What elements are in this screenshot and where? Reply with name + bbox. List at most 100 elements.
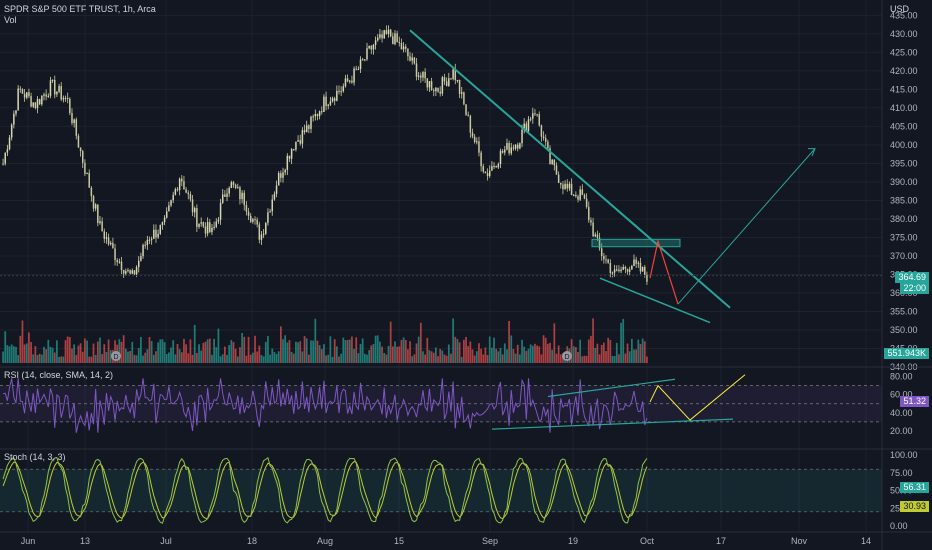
candle-body xyxy=(628,269,631,272)
volume-bar xyxy=(422,351,424,363)
volume-bar xyxy=(279,326,282,363)
volume-bar xyxy=(146,349,149,363)
candle-body xyxy=(519,143,521,149)
volume-bar xyxy=(387,346,390,363)
candle-body xyxy=(637,262,640,264)
volume-bar xyxy=(21,320,24,363)
candle-body xyxy=(277,173,280,186)
volume-bar xyxy=(637,339,640,363)
candle-body xyxy=(213,226,215,228)
volume-bar xyxy=(583,355,586,363)
price-tick-label: 430.00 xyxy=(890,29,918,39)
candle-body xyxy=(97,204,99,224)
volume-bar xyxy=(592,318,594,363)
volume-bar xyxy=(544,337,547,363)
volume-bar xyxy=(430,351,433,363)
candle-body xyxy=(620,269,622,272)
volume-bar xyxy=(103,344,106,363)
volume-bar xyxy=(230,340,233,363)
volume-bar xyxy=(122,335,125,363)
volume-bar xyxy=(628,351,631,363)
volume-bar xyxy=(602,342,605,363)
candle-body xyxy=(641,266,644,272)
candle-body xyxy=(349,80,351,82)
volume-bar xyxy=(396,346,398,363)
candle-body xyxy=(73,119,75,124)
candle-body xyxy=(140,256,142,261)
rsi-tick-label: 60.00 xyxy=(890,390,913,400)
candle-body xyxy=(254,219,256,221)
rsi-tick-label: 80.00 xyxy=(890,372,913,382)
candle-body xyxy=(165,211,168,218)
volume-bar xyxy=(325,355,327,363)
candle-body xyxy=(432,90,435,92)
candle-body xyxy=(318,111,321,117)
candle-body xyxy=(590,220,592,223)
candle-body xyxy=(230,182,233,188)
volume-bar xyxy=(260,355,263,363)
price-tick-label: 415.00 xyxy=(890,84,918,94)
candle-body xyxy=(534,113,536,115)
candle-body xyxy=(631,265,633,270)
candle-body xyxy=(66,97,69,99)
volume-bar xyxy=(292,353,295,363)
volume-bar xyxy=(394,341,396,363)
candle-body xyxy=(303,130,306,133)
volume-bar xyxy=(478,343,480,363)
candle-body xyxy=(508,143,510,154)
projected-rally-arrowhead xyxy=(808,148,816,157)
candle-body xyxy=(32,102,34,107)
candle-body xyxy=(69,98,71,114)
price-tick-label: 410.00 xyxy=(890,103,918,113)
candle-body xyxy=(385,30,388,34)
candle-body xyxy=(103,231,106,239)
candle-body xyxy=(2,163,4,165)
candle-body xyxy=(579,189,581,200)
candle-body xyxy=(217,219,220,222)
volume-bar xyxy=(34,346,37,363)
candle-body xyxy=(202,222,205,227)
candle-body xyxy=(344,78,347,87)
candle-body xyxy=(60,86,62,100)
volume-bar xyxy=(299,341,302,363)
candle-body xyxy=(506,143,508,150)
candle-body xyxy=(588,206,590,221)
candle-body xyxy=(122,269,125,274)
countdown-tag: 22:00 xyxy=(900,283,929,294)
volume-bar xyxy=(523,346,526,363)
volume-bar xyxy=(368,350,371,363)
volume-bar xyxy=(590,335,592,363)
candle-body xyxy=(109,242,112,245)
volume-bar xyxy=(150,341,153,363)
candle-body xyxy=(323,96,325,112)
candle-body xyxy=(407,48,409,57)
volume-bar xyxy=(445,355,448,363)
volume-bar xyxy=(155,351,157,363)
time-tick-label: Aug xyxy=(317,536,333,546)
volume-bar xyxy=(215,347,218,363)
candle-body xyxy=(635,259,637,264)
candle-body xyxy=(41,95,43,105)
volume-bar xyxy=(419,322,422,363)
candle-body xyxy=(613,269,616,273)
candle-body xyxy=(443,77,446,82)
volume-bar xyxy=(264,341,267,363)
candle-body xyxy=(54,79,56,95)
volume-bar xyxy=(206,339,209,363)
candle-body xyxy=(245,205,248,212)
volume-bar xyxy=(335,346,338,363)
volume-bar xyxy=(157,342,159,363)
candle-body xyxy=(570,183,573,196)
candle-body xyxy=(174,189,177,195)
volume-bar xyxy=(611,355,614,363)
candle-body xyxy=(301,130,304,144)
candle-body xyxy=(204,226,207,234)
candle-body xyxy=(64,97,67,99)
symbol-title: SPDR S&P 500 ETF TRUST, 1h, Arca xyxy=(4,4,156,14)
candle-body xyxy=(176,189,179,191)
candle-body xyxy=(355,68,357,70)
volume-bar xyxy=(180,352,183,363)
candle-body xyxy=(351,80,353,83)
volume-bar xyxy=(499,347,502,363)
price-tick-label: 400.00 xyxy=(890,140,918,150)
